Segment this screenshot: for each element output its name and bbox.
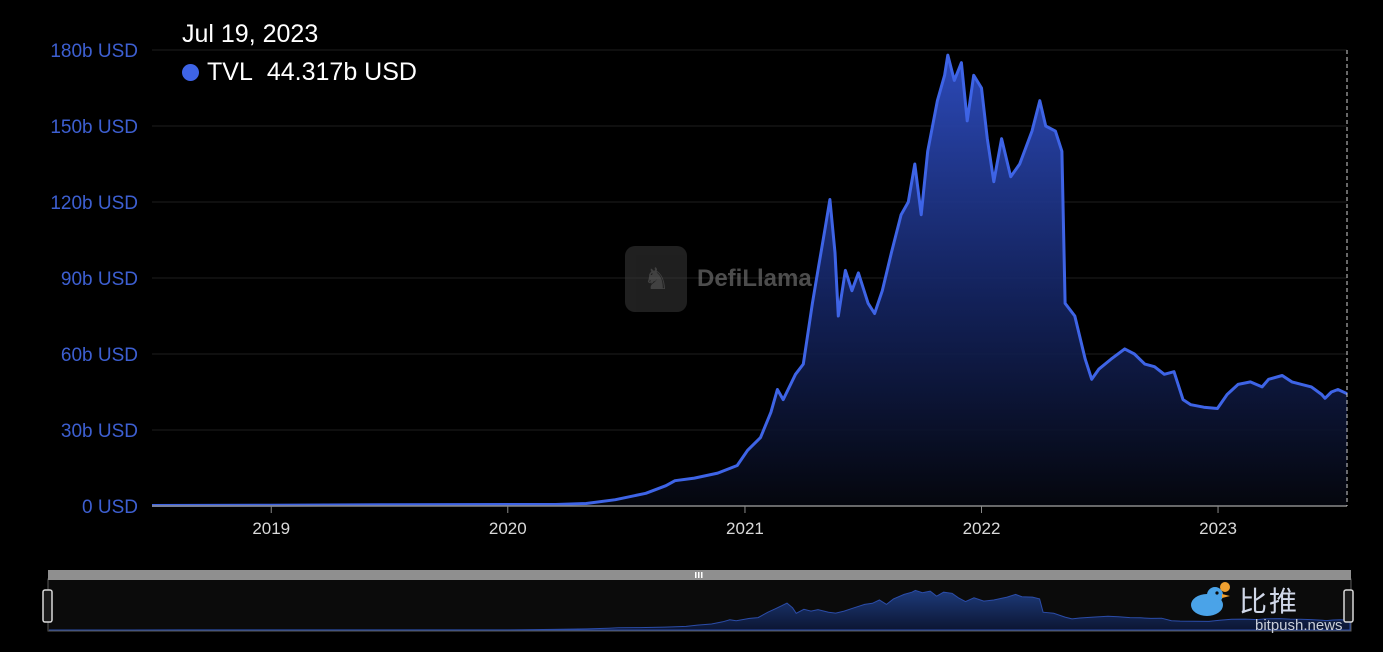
x-tick-label: 2020 <box>489 519 527 538</box>
range-slider[interactable] <box>42 570 1354 632</box>
slider-left-handle[interactable] <box>42 589 53 623</box>
watermark: ♞ DefiLlama <box>625 246 812 312</box>
series-dot-icon <box>182 64 199 81</box>
y-tick-label: 30b USD <box>61 421 138 442</box>
llama-logo-icon: ♞ <box>625 246 687 312</box>
tooltip-row: TVL 44.317b USD <box>182 58 417 87</box>
y-tick-label: 180b USD <box>50 41 138 62</box>
tooltip-value: 44.317b USD <box>266 58 417 86</box>
y-tick-label: 120b USD <box>50 193 138 214</box>
tvl-series-line <box>151 53 1348 507</box>
y-tick-label: 60b USD <box>61 345 138 366</box>
x-axis: 2019 2020 2021 2022 2023 <box>252 506 1237 538</box>
y-tick-label: 150b USD <box>50 117 138 138</box>
x-tick-label: 2019 <box>252 519 290 538</box>
slider-drag-icon[interactable] <box>695 572 703 578</box>
brand-url: bitpush.news <box>1255 617 1343 634</box>
tooltip-series-label: TVL <box>207 58 253 86</box>
tvl-area-fill <box>152 55 1347 506</box>
y-axis: 0 USD 30b USD 60b USD 90b USD 120b USD 150b U… <box>50 41 138 518</box>
slider-right-handle[interactable] <box>1343 589 1354 623</box>
bird-logo-icon <box>1191 582 1230 616</box>
brand-cn-text: 比推 <box>1239 586 1300 617</box>
y-tick-label: 90b USD <box>61 269 138 290</box>
bitpush-branding: 比推 <box>1185 580 1299 620</box>
x-tick-label: 2021 <box>726 519 764 538</box>
tooltip-date: Jul 19, 2023 <box>182 20 319 48</box>
x-tick-label: 2023 <box>1199 519 1237 538</box>
slider-mini-area <box>48 589 1351 631</box>
watermark-text: DefiLlama <box>697 265 812 292</box>
x-tick-label: 2022 <box>963 519 1001 538</box>
y-tick-label: 0 USD <box>82 497 138 518</box>
